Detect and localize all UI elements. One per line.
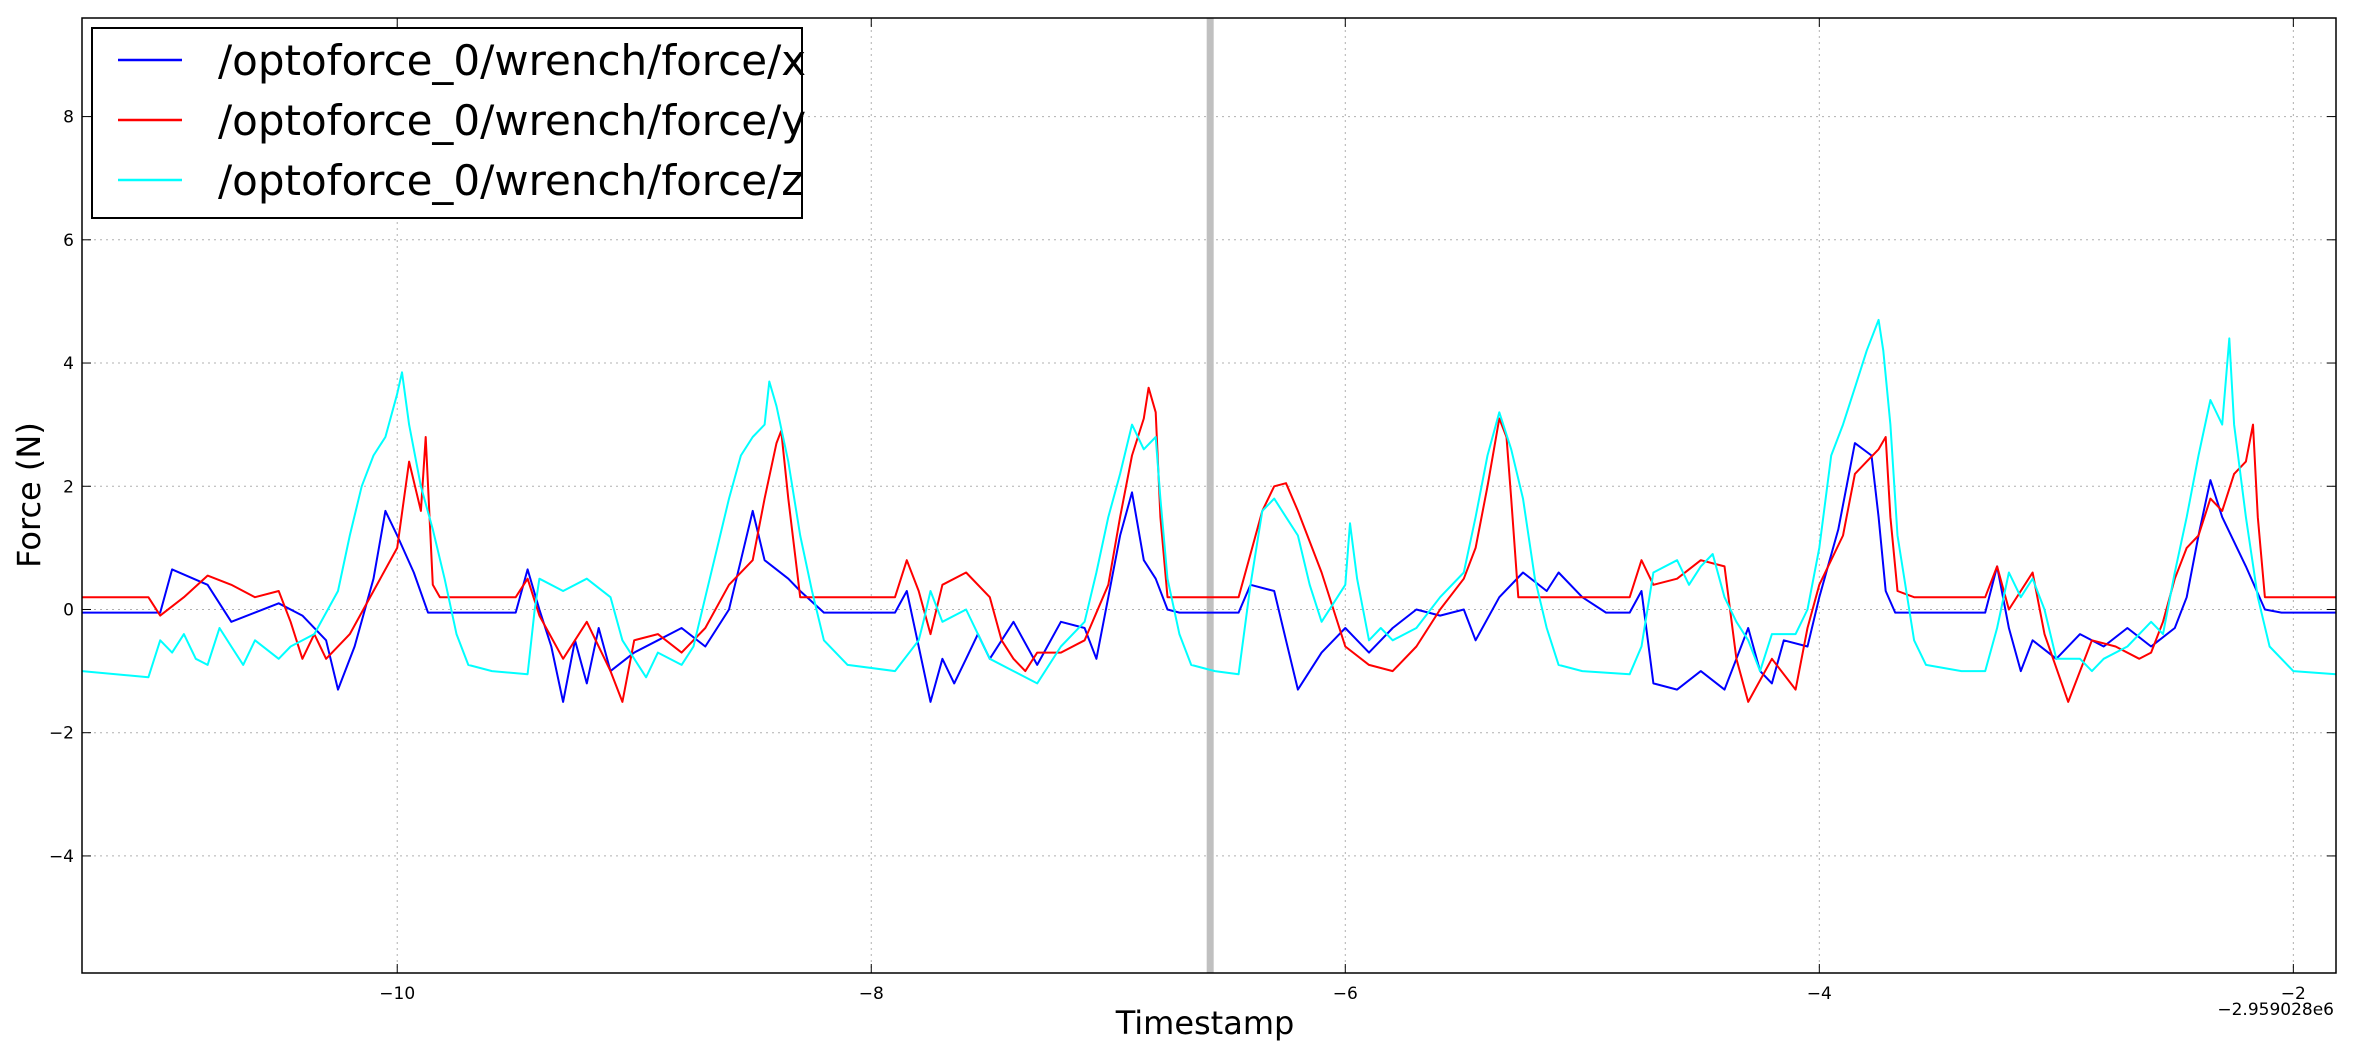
x-tick-label: −10: [379, 984, 415, 1004]
legend-label-1: /optoforce_0/wrench/force/y: [218, 96, 806, 145]
x-tick-label: −2: [2281, 984, 2306, 1004]
y-tick-label: 0: [63, 600, 74, 620]
legend-label-0: /optoforce_0/wrench/force/x: [218, 36, 806, 85]
plot-frame: [81, 17, 2337, 974]
y-tick-label: 4: [63, 354, 74, 374]
legend-box: [91, 27, 803, 219]
y-axis-title: Force (N): [10, 422, 48, 568]
series-line-2: [82, 318, 2336, 685]
x-tick-label: −4: [1807, 984, 1832, 1004]
divider-bar: [1206, 18, 1214, 973]
legend-label-2: /optoforce_0/wrench/force/z: [218, 156, 803, 205]
y-tick-label: 2: [63, 477, 74, 497]
x-tick-label: −6: [1333, 984, 1358, 1004]
y-tick-label: 6: [63, 231, 74, 251]
ticks: −10 −8 −6 −4 −2 −4 −2 0 2 4 6 8: [49, 18, 2336, 1004]
x-offset-label: −2.959028e6: [2217, 1000, 2334, 1020]
series-layer: [82, 318, 2336, 703]
legend: /optoforce_0/wrench/force/x/optoforce_0/…: [91, 27, 806, 219]
grid: [82, 18, 2336, 973]
x-axis-title: Timestamp: [1115, 1004, 1295, 1042]
series-line-1: [82, 386, 2336, 703]
y-tick-label: 8: [63, 108, 74, 128]
y-tick-label: −4: [49, 847, 74, 867]
y-tick-label: −2: [49, 724, 74, 744]
x-tick-label: −8: [859, 984, 884, 1004]
